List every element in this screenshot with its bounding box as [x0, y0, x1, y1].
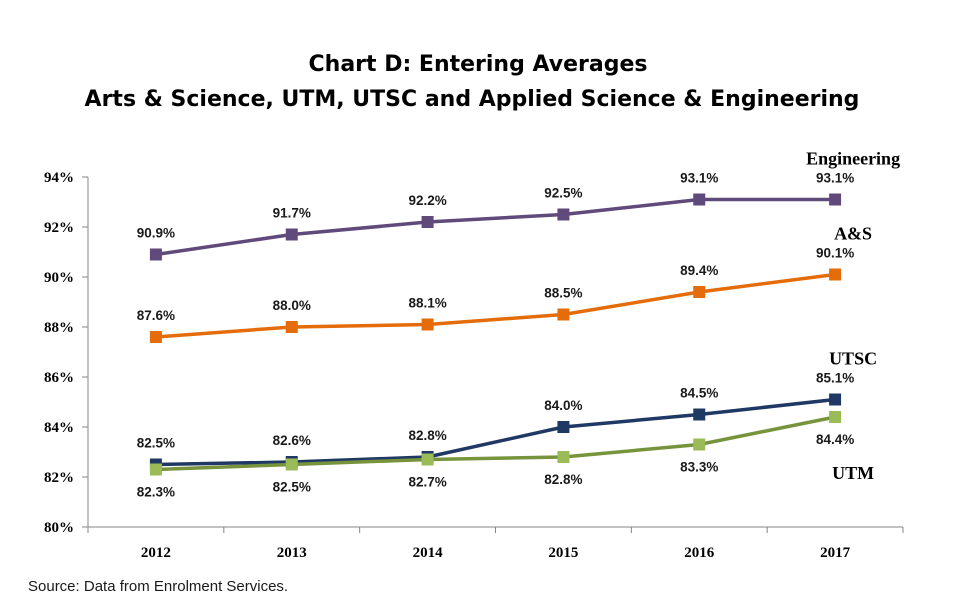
y-tick-label: 94%: [44, 170, 74, 186]
data-label-a-s: 88.5%: [544, 286, 582, 301]
series-line-utsc: [155, 397, 836, 467]
data-label-engineering: 92.5%: [544, 186, 582, 201]
data-point-utm: [557, 451, 570, 463]
data-label-utm: 82.7%: [408, 475, 446, 490]
y-tick-label: 82%: [44, 470, 74, 486]
x-tick-label: 2016: [684, 545, 715, 561]
x-tick-label: 2014: [413, 545, 444, 561]
x-tick-label: 2015: [548, 545, 578, 561]
series-utsc: 82.5% 82.6% 82.8% 84.0% 84.5% 85.1% UTSC: [137, 349, 877, 471]
data-label-utm: 82.3%: [137, 485, 175, 500]
data-point-utm: [829, 411, 842, 423]
y-tick-label: 92%: [44, 220, 74, 236]
data-label-utsc: 82.8%: [408, 428, 446, 443]
y-tick-label: 90%: [44, 270, 74, 286]
data-point-utm: [149, 463, 162, 476]
x-tick-label: 2017: [820, 545, 851, 561]
data-point-utm: [421, 453, 434, 466]
data-label-utsc: 85.1%: [816, 371, 854, 386]
data-label-a-s: 89.4%: [680, 263, 718, 278]
data-point-engineering: [829, 193, 842, 206]
data-label-utm: 84.4%: [816, 432, 854, 447]
data-point-utm: [693, 438, 706, 451]
data-point-utm: [285, 458, 298, 471]
data-point-engineering: [285, 228, 298, 241]
data-label-utsc: 82.5%: [137, 436, 175, 451]
data-label-engineering: 93.1%: [680, 171, 718, 186]
data-point-engineering: [421, 216, 434, 228]
chart-subtitle: Arts & Science, UTM, UTSC and Applied Sc…: [85, 87, 860, 112]
y-tick-label: 80%: [44, 520, 74, 536]
series-layer: 90.9% 91.7% 92.2% 92.5% 93.1% 93.1% Engineerin…: [137, 149, 900, 500]
y-tick-label: 88%: [44, 320, 74, 336]
data-point-a-s: [149, 331, 162, 343]
series-engineering: 90.9% 91.7% 92.2% 92.5% 93.1% 93.1% Engineerin…: [137, 149, 900, 261]
data-label-utm: 83.3%: [680, 460, 718, 475]
data-point-utsc: [693, 408, 706, 421]
data-label-utm: 82.5%: [273, 480, 311, 495]
data-label-a-s: 88.0%: [273, 298, 311, 313]
data-label-a-s: 88.1%: [408, 296, 446, 311]
data-label-a-s: 87.6%: [137, 308, 175, 323]
data-point-a-s: [285, 321, 298, 333]
series-line-a-s: [155, 272, 836, 339]
y-tick-label: 84%: [44, 420, 74, 436]
data-point-a-s: [829, 268, 842, 281]
data-label-engineering: 92.2%: [408, 193, 446, 208]
data-point-engineering: [693, 193, 706, 206]
series-utm: 82.3% 82.5% 82.7% 82.8% 83.3% 84.4% UTM: [137, 411, 874, 500]
data-label-engineering: 93.1%: [816, 171, 854, 186]
series-name-label-utm: UTM: [832, 463, 874, 483]
data-label-utsc: 82.6%: [273, 433, 311, 448]
series-name-label-utsc: UTSC: [829, 349, 877, 369]
y-tick-label: 86%: [44, 370, 74, 386]
data-label-engineering: 91.7%: [273, 206, 311, 221]
series-name-label-a-s: A&S: [834, 224, 872, 244]
data-point-engineering: [149, 248, 162, 261]
chart-title: Chart D: Entering Averages: [309, 52, 648, 77]
series-line-engineering: [155, 197, 836, 257]
data-label-utsc: 84.0%: [544, 398, 582, 413]
series-line-utm: [155, 415, 836, 472]
x-tick-label: 2013: [277, 545, 307, 561]
source-note: Source: Data from Enrolment Services.: [28, 578, 289, 595]
series-name-label-engineering: Engineering: [806, 149, 900, 169]
data-point-a-s: [693, 286, 706, 298]
data-point-utsc: [829, 393, 842, 406]
data-point-utsc: [557, 421, 570, 433]
data-point-a-s: [557, 308, 570, 321]
x-tick-label: 2012: [141, 545, 171, 561]
data-label-utsc: 84.5%: [680, 386, 718, 401]
data-label-engineering: 90.9%: [137, 226, 175, 241]
data-label-a-s: 90.1%: [816, 246, 854, 261]
axes: 80% 82% 84% 86% 88% 90% 92% 94% 2012 2013 2014 2015…: [44, 170, 904, 561]
series-a-s: 87.6% 88.0% 88.1% 88.5% 89.4% 90.1% A&S: [137, 224, 872, 343]
data-point-a-s: [421, 318, 434, 331]
data-point-engineering: [557, 208, 570, 221]
data-label-utm: 82.8%: [544, 472, 582, 487]
